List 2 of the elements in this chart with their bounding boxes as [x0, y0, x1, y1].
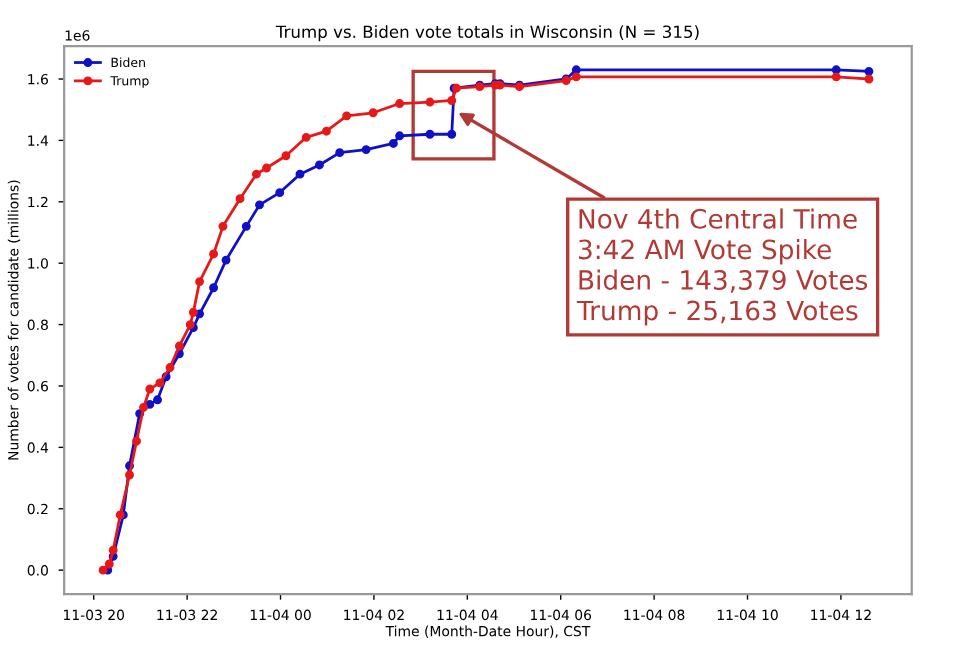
chart-title: Trump vs. Biden vote totals in Wisconsin (N = 315)	[275, 25, 699, 42]
annotation: Nov 4th Central Time 3:42 AM Vote Spike Biden - 143,379 Votes Trump - 25,163 Votes	[576, 208, 868, 326]
